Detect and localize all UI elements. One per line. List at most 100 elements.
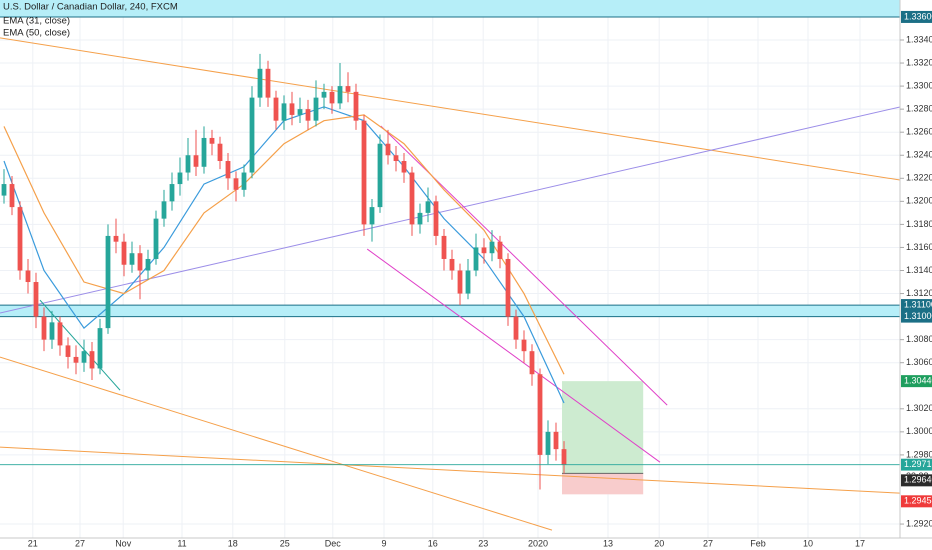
x-tick-label: Dec bbox=[325, 538, 342, 548]
y-tick-label: 1.31600 bbox=[906, 242, 932, 252]
zone bbox=[0, 0, 900, 17]
candle-body bbox=[449, 258, 455, 271]
price-label-box bbox=[901, 310, 932, 323]
candle-body bbox=[185, 155, 191, 173]
y-tick-label: 1.29800 bbox=[906, 449, 932, 459]
legend-entry: EMA (50, close) bbox=[3, 28, 70, 39]
candle-body bbox=[17, 207, 23, 271]
candle-body bbox=[281, 103, 287, 121]
candle-body bbox=[137, 253, 143, 271]
candle-body bbox=[265, 68, 271, 98]
x-tick-label: 16 bbox=[428, 538, 438, 548]
trend-line bbox=[0, 356, 553, 531]
x-tick-label: 9 bbox=[381, 538, 386, 548]
candle-body bbox=[385, 143, 391, 156]
legend-entry: EMA (31, close) bbox=[3, 16, 70, 27]
candle-body bbox=[41, 316, 47, 340]
x-tick-label: 21 bbox=[28, 538, 38, 548]
price-label: 1.29640 bbox=[904, 475, 932, 485]
candle-body bbox=[1, 184, 7, 196]
candle-body bbox=[457, 270, 463, 294]
candle-body bbox=[377, 143, 383, 208]
candle-body bbox=[393, 155, 399, 162]
y-tick-label: 1.31200 bbox=[906, 288, 932, 298]
candle-body bbox=[289, 103, 295, 115]
candle-body bbox=[257, 68, 263, 98]
y-tick-label: 1.30000 bbox=[906, 426, 932, 436]
candle-body bbox=[49, 322, 55, 340]
candle-body bbox=[249, 97, 255, 173]
chart-title: U.S. Dollar / Canadian Dollar, 240, FXCM bbox=[3, 2, 178, 13]
y-tick-label: 1.32200 bbox=[906, 173, 932, 183]
price-label-box bbox=[901, 299, 932, 312]
y-tick-label: 1.32800 bbox=[906, 104, 932, 114]
price-label-box bbox=[901, 474, 932, 487]
candle-body bbox=[473, 247, 479, 271]
candle-body bbox=[193, 155, 199, 167]
price-label: 1.31000 bbox=[904, 311, 932, 321]
candle-body bbox=[409, 172, 415, 225]
x-tick-label: 17 bbox=[855, 538, 865, 548]
y-tick-label: 1.30200 bbox=[906, 403, 932, 413]
candle-body bbox=[481, 247, 487, 254]
candle-body bbox=[169, 184, 175, 202]
candle-body bbox=[561, 449, 567, 465]
candle-body bbox=[201, 137, 207, 167]
candle-body bbox=[97, 328, 103, 369]
y-tick-label: 1.32000 bbox=[906, 196, 932, 206]
trend-line bbox=[0, 37, 901, 181]
candle-body bbox=[433, 201, 439, 236]
y-tick-label: 1.30600 bbox=[906, 357, 932, 367]
candle-body bbox=[417, 212, 423, 225]
candle-body bbox=[425, 201, 431, 213]
candle-body bbox=[553, 431, 559, 450]
candle-body bbox=[489, 241, 495, 254]
candle-body bbox=[233, 178, 239, 190]
candle-body bbox=[537, 374, 543, 455]
trend-line bbox=[0, 446, 901, 494]
y-tick-label: 1.32600 bbox=[906, 127, 932, 137]
candle-body bbox=[273, 97, 279, 121]
axes: 1.33400 1.33200 1.33000 1.32800 1.32600 1.324… bbox=[28, 10, 932, 548]
x-tick-label: 10 bbox=[803, 538, 813, 548]
x-tick-label: 11 bbox=[177, 538, 186, 548]
x-tick-label: 27 bbox=[703, 538, 713, 548]
x-tick-label: Nov bbox=[115, 538, 132, 548]
price-label: 1.29458 bbox=[904, 496, 932, 506]
candle-body bbox=[121, 241, 127, 265]
candle-body bbox=[497, 241, 503, 259]
x-tick-label: 23 bbox=[478, 538, 488, 548]
candle-body bbox=[505, 258, 511, 317]
y-tick-label: 1.33000 bbox=[906, 80, 932, 90]
candle-body bbox=[209, 137, 215, 144]
candle-body bbox=[441, 235, 447, 259]
x-tick-label: 20 bbox=[654, 538, 664, 548]
candle-body bbox=[401, 161, 407, 173]
profit-zone bbox=[562, 381, 644, 474]
x-tick-label: 18 bbox=[228, 538, 238, 548]
candle-body bbox=[217, 143, 223, 162]
candle-body bbox=[297, 109, 303, 115]
candle-body bbox=[177, 172, 183, 185]
candle-body bbox=[33, 282, 39, 317]
x-tick-label: 25 bbox=[280, 538, 290, 548]
price-label: 1.30440 bbox=[904, 376, 932, 386]
candle-body bbox=[105, 235, 111, 329]
candle-body bbox=[25, 270, 31, 283]
candle-body bbox=[145, 258, 151, 271]
ema-line bbox=[3, 114, 565, 375]
candle-body bbox=[81, 351, 87, 363]
candle-body bbox=[241, 172, 247, 190]
candle-body bbox=[313, 97, 319, 121]
candle-body bbox=[521, 339, 527, 352]
candle-body bbox=[113, 235, 119, 242]
price-label-box bbox=[901, 458, 932, 471]
x-tick-label: 2020 bbox=[528, 538, 548, 548]
candle-body bbox=[337, 86, 343, 104]
trend-line bbox=[366, 248, 661, 463]
candle-body bbox=[329, 91, 335, 104]
trend-line bbox=[39, 299, 121, 391]
candle-body bbox=[225, 161, 231, 179]
x-tick-label: 13 bbox=[603, 538, 613, 548]
candle-body bbox=[9, 184, 15, 208]
